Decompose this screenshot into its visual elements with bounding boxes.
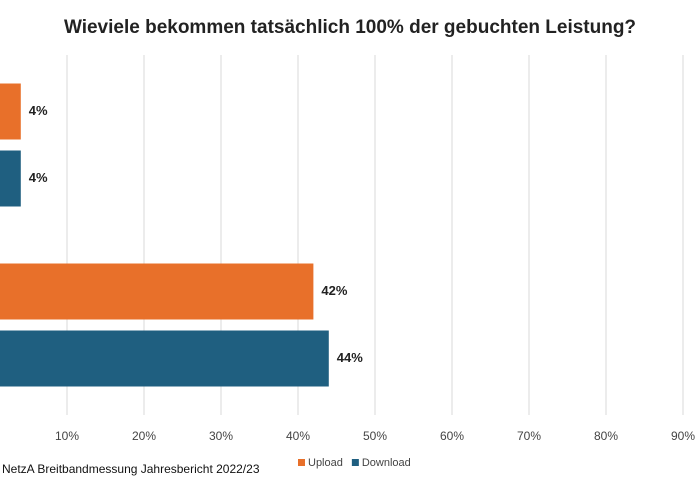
x-tick-label: 80% <box>594 429 618 443</box>
x-tick-label: 30% <box>209 429 233 443</box>
x-tick-label: 10% <box>55 429 79 443</box>
legend-swatch <box>298 459 305 466</box>
data-label: 44% <box>337 350 363 365</box>
x-tick-label: 60% <box>440 429 464 443</box>
bar <box>0 263 314 320</box>
bar <box>0 330 329 387</box>
bar <box>0 83 21 140</box>
x-tick-label: 40% <box>286 429 310 443</box>
chart-title: Wieviele bekommen tatsächlich 100% der g… <box>64 17 636 38</box>
x-tick-label: 20% <box>132 429 156 443</box>
data-label: 4% <box>29 170 48 185</box>
legend-label: Upload <box>308 457 343 469</box>
source-note: NetzA Breitbandmessung Jahresbericht 202… <box>2 462 260 476</box>
legend-swatch <box>351 459 359 466</box>
legend-label: Download <box>362 457 411 469</box>
x-tick-label: 70% <box>517 429 541 443</box>
data-label: 42% <box>321 283 347 298</box>
x-tick-label: 90% <box>671 429 695 443</box>
data-label: 4% <box>29 103 48 118</box>
x-tick-label: 50% <box>363 429 387 443</box>
bar <box>0 150 21 207</box>
